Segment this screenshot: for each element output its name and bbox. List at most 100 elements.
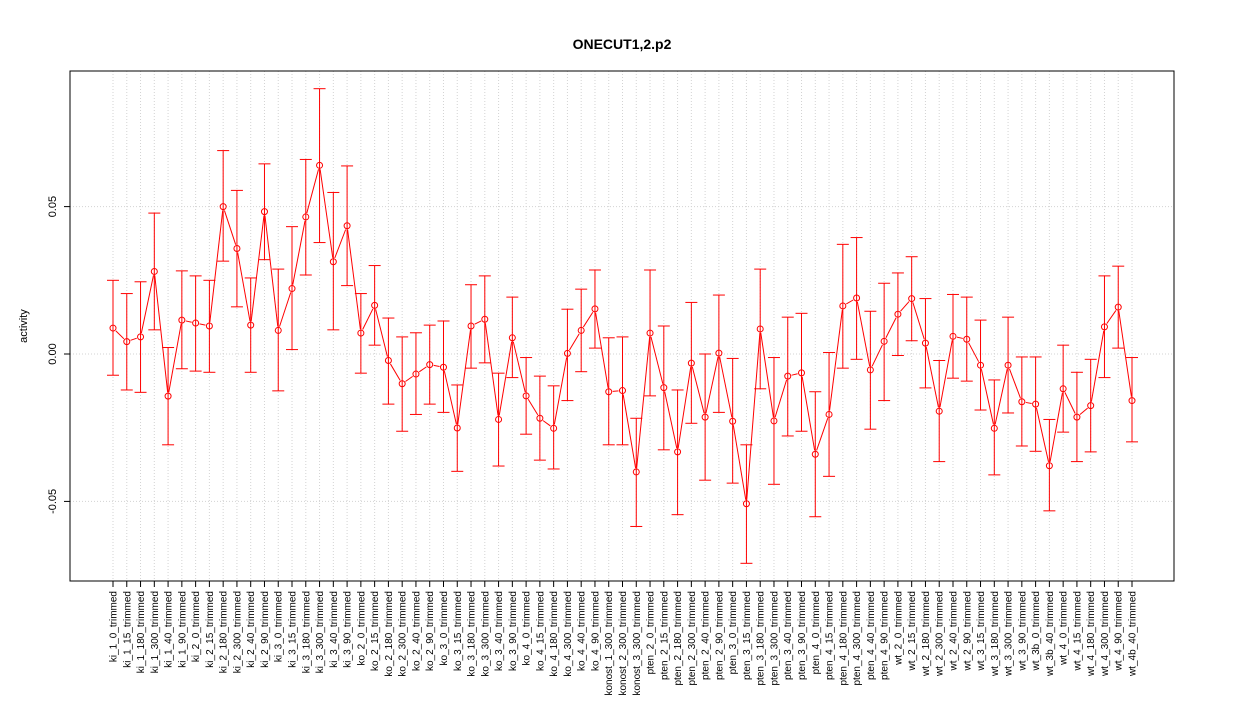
series-line-segment xyxy=(512,341,526,393)
y-axis-label: activity xyxy=(18,309,30,343)
series-line-segment xyxy=(664,391,678,449)
data-point xyxy=(164,392,172,400)
data-point xyxy=(563,349,571,357)
x-tick-label: pten_3_0_trimmed xyxy=(728,591,739,674)
x-axis: ki_1_0_trimmed ki_1_15_trimmed ki_1_180_tr… xyxy=(109,581,1139,696)
x-tick-label: ki_1_15_trimmed xyxy=(122,591,133,668)
data-points xyxy=(109,161,1136,508)
data-point xyxy=(853,294,861,302)
x-tick-label: pten_3_180_trimmed xyxy=(756,591,767,686)
series-line-segment xyxy=(319,169,334,258)
data-point xyxy=(646,329,654,337)
data-point xyxy=(260,208,268,216)
series-line-segment xyxy=(168,323,182,393)
x-tick-label: ki_3_180_trimmed xyxy=(301,591,312,673)
x-tick-label: ko_3_15_trimmed xyxy=(453,591,464,671)
data-point xyxy=(674,448,682,456)
data-point xyxy=(591,305,599,313)
series-line-segment xyxy=(994,369,1008,425)
series-line-segment xyxy=(871,344,883,367)
data-point xyxy=(784,372,792,380)
x-tick-label: ki_2_300_trimmed xyxy=(232,591,243,673)
series-line-segment xyxy=(433,364,440,368)
data-point xyxy=(150,267,158,275)
data-point xyxy=(1059,385,1067,393)
data-point xyxy=(935,407,943,415)
series-line-segment xyxy=(457,329,471,425)
series-line-segment xyxy=(582,312,594,328)
series-line-segment xyxy=(250,215,265,322)
x-tick-label: ki_1_0_trimmed xyxy=(109,591,120,662)
data-point xyxy=(522,392,530,400)
x-tick-label: pten_3_90_trimmed xyxy=(797,591,808,680)
data-point xyxy=(329,258,337,266)
x-tick-label: ko_4_90_trimmed xyxy=(590,591,601,671)
x-tick-label: pten_4_180_trimmed xyxy=(838,591,849,686)
data-point xyxy=(577,326,585,334)
series-line-segment xyxy=(925,346,939,408)
data-point xyxy=(1032,400,1040,408)
data-point xyxy=(343,222,351,230)
data-point xyxy=(1100,323,1108,331)
x-tick-label: ko_4_15_trimmed xyxy=(535,591,546,671)
x-tick-label: ki_2_90_trimmed xyxy=(260,591,271,668)
data-point xyxy=(481,315,489,323)
x-tick-label: ko_4_180_trimmed xyxy=(549,591,560,677)
series-line-segment xyxy=(527,399,539,416)
x-tick-label: ko_4_0_trimmed xyxy=(522,591,533,665)
x-tick-label: ki_3_40_trimmed xyxy=(329,591,340,668)
series-line-segment xyxy=(801,376,816,451)
data-point xyxy=(550,424,558,432)
series-line-segment xyxy=(1106,310,1117,324)
data-point xyxy=(894,310,902,318)
data-point xyxy=(798,369,806,377)
series-line-segment xyxy=(1049,392,1063,462)
series-line-segment xyxy=(209,210,224,323)
series-line-segment xyxy=(390,363,401,381)
x-tick-label: ki_1_180_trimmed xyxy=(136,591,147,673)
data-point xyxy=(977,361,985,369)
data-point xyxy=(949,332,957,340)
series-line-segment xyxy=(569,333,580,351)
x-tick-label: wt_4b_40_trimmed xyxy=(1128,591,1139,677)
x-tick-label: wt_3_15_trimmed xyxy=(976,591,987,671)
series-line-segment xyxy=(1009,368,1021,399)
series-line-segment xyxy=(912,302,925,340)
series-line-segment xyxy=(1025,401,1032,404)
series-line-segment xyxy=(816,418,829,451)
x-tick-label: pten_4_90_trimmed xyxy=(880,591,891,680)
series-line-segment xyxy=(622,394,637,469)
data-point xyxy=(205,322,213,330)
series-line-segment xyxy=(1064,392,1076,414)
x-tick-label: ko_4_300_trimmed xyxy=(563,591,574,677)
y-tick-label: 0.05 xyxy=(47,196,59,217)
series-line-segment xyxy=(130,337,137,341)
x-tick-label: wt_4_0_trimmed xyxy=(1059,591,1070,666)
series-line-segment xyxy=(968,342,980,362)
y-tick-label: -0.05 xyxy=(47,489,59,514)
series-line-segment xyxy=(375,309,388,357)
data-point xyxy=(467,322,475,330)
series-line-segment xyxy=(595,312,609,388)
series-line-segment xyxy=(650,336,664,384)
series-line-segment xyxy=(154,275,169,393)
x-tick-label: ki_3_0_trimmed xyxy=(274,591,285,662)
data-point xyxy=(384,356,392,364)
series-line-segment xyxy=(185,320,192,323)
x-tick-label: ki_2_40_trimmed xyxy=(246,591,257,668)
error-bars xyxy=(107,88,1138,564)
x-tick-label: pten_2_90_trimmed xyxy=(714,591,725,680)
data-point xyxy=(756,325,764,333)
x-tick-label: wt_2_90_trimmed xyxy=(962,591,973,671)
x-tick-label: ko_3_0_trimmed xyxy=(439,591,450,665)
x-tick-label: pten_2_0_trimmed xyxy=(646,591,657,674)
x-tick-label: pten_3_15_trimmed xyxy=(742,591,753,680)
series-line-segment xyxy=(856,301,871,367)
data-point xyxy=(453,424,461,432)
data-point xyxy=(660,384,668,392)
series-line-segment xyxy=(542,420,551,427)
x-tick-label: wt_2_15_trimmed xyxy=(907,591,918,671)
series-line-segment xyxy=(939,340,953,408)
data-point xyxy=(192,319,200,327)
series-line-segment xyxy=(980,369,994,425)
